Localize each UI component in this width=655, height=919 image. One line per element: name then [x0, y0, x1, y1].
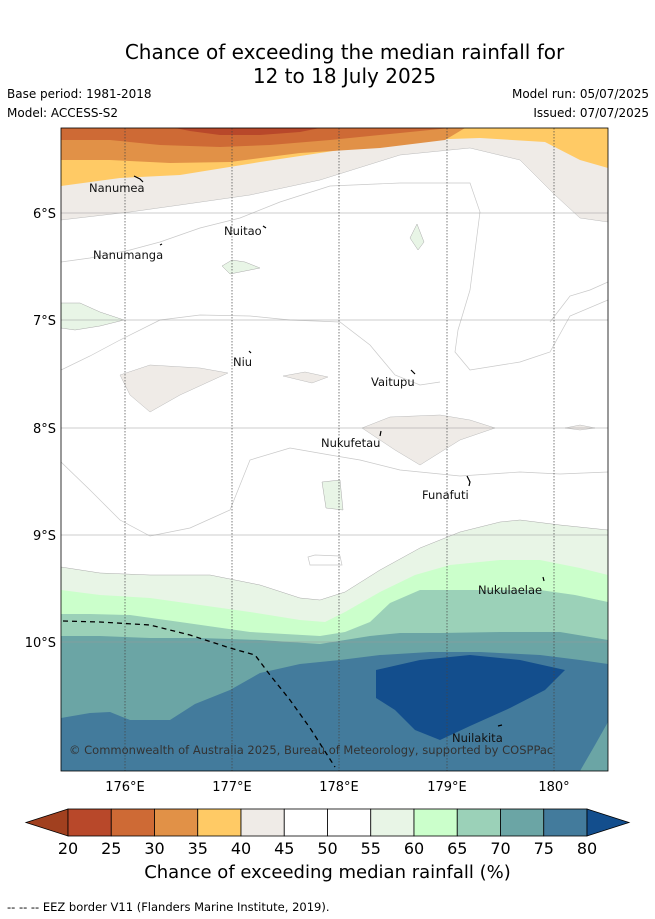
- copyright-note: © Commonwealth of Australia 2025, Bureau…: [69, 743, 553, 757]
- place-label-funafuti: Funafuti: [422, 488, 469, 502]
- colorbar-tick-label: 75: [534, 839, 554, 858]
- base-period: Base period: 1981-2018: [7, 87, 152, 101]
- colorbar-segment: [543, 808, 588, 837]
- lat-label-7s: 7°S: [33, 314, 56, 329]
- colorbar-segment: [197, 808, 242, 837]
- island-nuilakita-icon: [497, 724, 503, 727]
- island-vaitupu-icon: [410, 369, 416, 375]
- lon-label-180: 180°: [538, 780, 569, 795]
- field-20-25-top: [175, 128, 320, 135]
- colorbar-segment: [67, 808, 112, 837]
- colorbar-segment: [240, 808, 285, 837]
- faint-contours: [61, 182, 608, 566]
- colorbar-segment: [413, 808, 458, 837]
- field-55-60-patch-c: [409, 223, 425, 251]
- colorbar-tick-label: 25: [101, 839, 121, 858]
- place-label-niu: Niu: [233, 355, 252, 369]
- map-title-line2: 12 to 18 July 2025: [252, 64, 437, 88]
- colorbar-label: Chance of exceeding median rainfall (%): [144, 862, 511, 883]
- colorbar-tick-label: 65: [447, 839, 467, 858]
- field-55-60-patch-a: [61, 302, 125, 331]
- place-label-nanumanga: Nanumanga: [93, 248, 163, 262]
- field-70-75-bottom-right: [580, 722, 608, 771]
- place-label-nuitao: Nuitao: [224, 224, 262, 238]
- graticule: [61, 212, 608, 643]
- place-label-nuilakita: Nuilakita: [452, 731, 503, 745]
- meridians: [124, 128, 555, 771]
- colorbar-segment: [283, 808, 328, 837]
- island-funafuti-icon: [466, 475, 471, 487]
- colorbar-segment: [154, 808, 199, 837]
- island-niu-icon: [248, 350, 252, 354]
- colorbar-tick-label: 30: [144, 839, 164, 858]
- lon-label-177e: 177°E: [212, 780, 252, 795]
- field-25-30-top: [61, 128, 450, 147]
- eez-border-note: -- -- -- EEZ border V11 (Flanders Marine…: [7, 900, 330, 914]
- colorbar-segment: [327, 808, 372, 837]
- colorbar-tick-label: 50: [317, 839, 337, 858]
- place-label-vaitupu: Vaitupu: [371, 375, 415, 389]
- contour-fields: [61, 128, 608, 771]
- place-label-nanumea: Nanumea: [89, 181, 145, 195]
- lon-label-179e: 179°E: [427, 780, 467, 795]
- island-nanumanga-icon: [159, 243, 163, 246]
- colorbar-segment: [370, 808, 415, 837]
- colorbar-tick-label: 35: [188, 839, 208, 858]
- lon-label-178e: 178°E: [319, 780, 359, 795]
- colorbar-tick-label: 55: [361, 839, 381, 858]
- island-marks: [133, 175, 545, 727]
- field-80plus-bottom: [376, 655, 565, 740]
- field-40-45-patch-a: [119, 364, 229, 413]
- colorbar-tick-label: 60: [404, 839, 424, 858]
- colorbar-tick-label: 80: [577, 839, 597, 858]
- island-nukufetau-icon: [379, 430, 382, 437]
- place-label-nukufetau: Nukufetau: [321, 436, 380, 450]
- lat-label-8s: 8°S: [33, 422, 56, 437]
- colorbar-segment: [110, 808, 155, 837]
- longitude-labels: 176°E 177°E 178°E 179°E 180°: [105, 780, 569, 795]
- colorbar-arrow-high: [586, 808, 631, 837]
- colorbar-tick-label: 20: [58, 839, 78, 858]
- colorbar-tick-label: 45: [274, 839, 294, 858]
- colorbar-tick-label: 40: [231, 839, 251, 858]
- map-frame: [60, 127, 609, 772]
- field-40-45-patch-b: [282, 371, 329, 384]
- colorbar-arrow-low: [24, 808, 69, 837]
- colorbar-tick-label: 70: [490, 839, 510, 858]
- island-nanumea-icon: [133, 175, 144, 183]
- model-name: Model: ACCESS-S2: [7, 106, 119, 120]
- latitude-labels: 6°S 7°S 8°S 9°S 10°S: [25, 207, 56, 651]
- colorbar: 20 25 30 35 40 45 50 55 60 65 70 75 80: [24, 808, 631, 858]
- place-labels: Nanumea Nuitao Nanumanga Niu Vaitupu Nuk…: [89, 181, 542, 745]
- lat-label-9s: 9°S: [33, 529, 56, 544]
- model-run: Model run: 05/07/2025: [511, 87, 649, 101]
- lat-label-10s: 10°S: [25, 636, 56, 651]
- issued-date: Issued: 07/07/2025: [533, 106, 649, 120]
- map-title-line1: Chance of exceeding the median rainfall …: [124, 40, 565, 64]
- field-55-60-patch-d: [321, 479, 344, 511]
- island-nuitao-icon: [262, 225, 267, 229]
- colorbar-segment: [500, 808, 545, 837]
- place-label-nukulaelae: Nukulaelae: [478, 583, 542, 597]
- eez-border-line: [62, 620, 336, 768]
- colorbar-segment: [456, 808, 501, 837]
- island-nukulaelae-icon: [542, 576, 545, 582]
- lon-label-176e: 176°E: [105, 780, 145, 795]
- lat-label-6s: 6°S: [33, 207, 56, 222]
